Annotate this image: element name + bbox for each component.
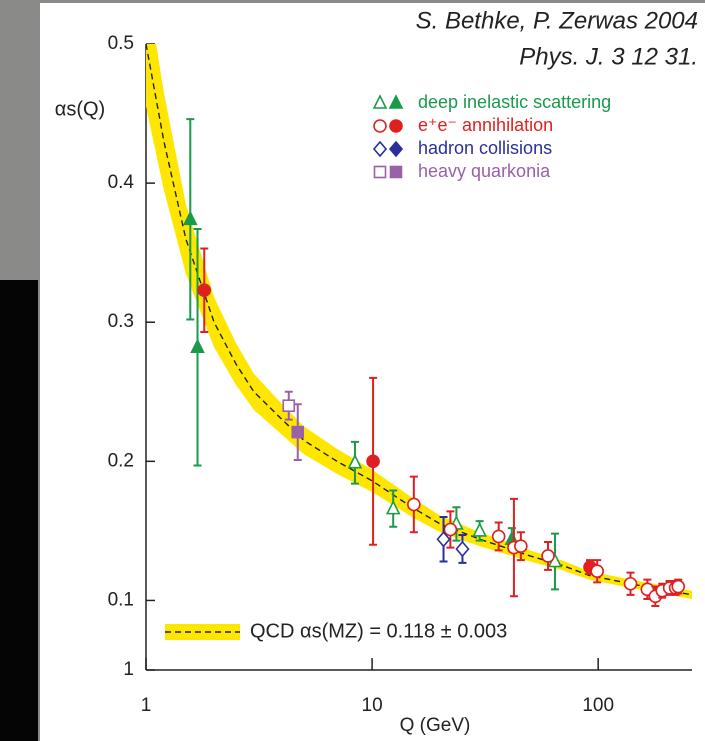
marker <box>291 425 305 439</box>
x-tick-label: 10 <box>362 695 383 716</box>
marker <box>436 531 451 548</box>
marker <box>385 499 401 515</box>
y-tick-label: 0.5 <box>108 33 134 54</box>
marker <box>347 453 363 469</box>
legend-marker <box>372 94 388 109</box>
legend-band <box>165 624 240 640</box>
legend-marker <box>388 140 404 158</box>
legend-label: deep inelastic scattering <box>418 92 611 112</box>
legend-marker <box>388 94 404 109</box>
legend-label: QCD αs(MZ) = 0.118 ± 0.003 <box>250 620 507 642</box>
marker <box>407 497 421 512</box>
background-dark <box>0 280 38 741</box>
marker <box>491 529 506 544</box>
legend-marker <box>372 140 388 158</box>
x-tick-label: 1 <box>141 695 152 716</box>
marker <box>366 454 380 469</box>
chart-title: S. Bethke, P. Zerwas 2004 <box>416 7 698 34</box>
y-tick-label: 1 <box>123 659 134 680</box>
y-tick-label: 0.1 <box>108 589 134 610</box>
marker <box>197 283 212 298</box>
marker <box>514 539 528 553</box>
y-axis-label: αs(Q) <box>55 98 105 120</box>
legend-marker <box>373 165 387 179</box>
marker <box>282 399 296 412</box>
marker <box>671 579 686 594</box>
legend-label: e⁺e⁻ annihilation <box>418 115 553 135</box>
legend-label: hadron collisions <box>418 138 552 158</box>
legend-marker <box>389 165 403 179</box>
x-axis-label: Q (GeV) <box>400 715 471 736</box>
marker <box>472 522 487 537</box>
marker <box>541 549 555 563</box>
marker <box>623 576 638 591</box>
marker <box>455 540 470 558</box>
y-tick-label: 0.3 <box>108 311 134 332</box>
marker <box>190 338 205 354</box>
legend-marker <box>389 119 403 133</box>
y-tick-label: 0.4 <box>108 172 135 193</box>
y-tick-label: 0.2 <box>108 450 134 471</box>
legend-label: heavy quarkonia <box>418 161 551 181</box>
x-tick-label: 100 <box>582 695 614 716</box>
legend-marker <box>373 119 387 133</box>
marker <box>443 522 458 537</box>
marker <box>182 210 198 226</box>
marker <box>590 564 604 579</box>
plot-area <box>146 44 692 600</box>
qcd-curve <box>146 44 692 596</box>
chart-subtitle: Phys. J. 3 12 31. <box>519 43 698 70</box>
